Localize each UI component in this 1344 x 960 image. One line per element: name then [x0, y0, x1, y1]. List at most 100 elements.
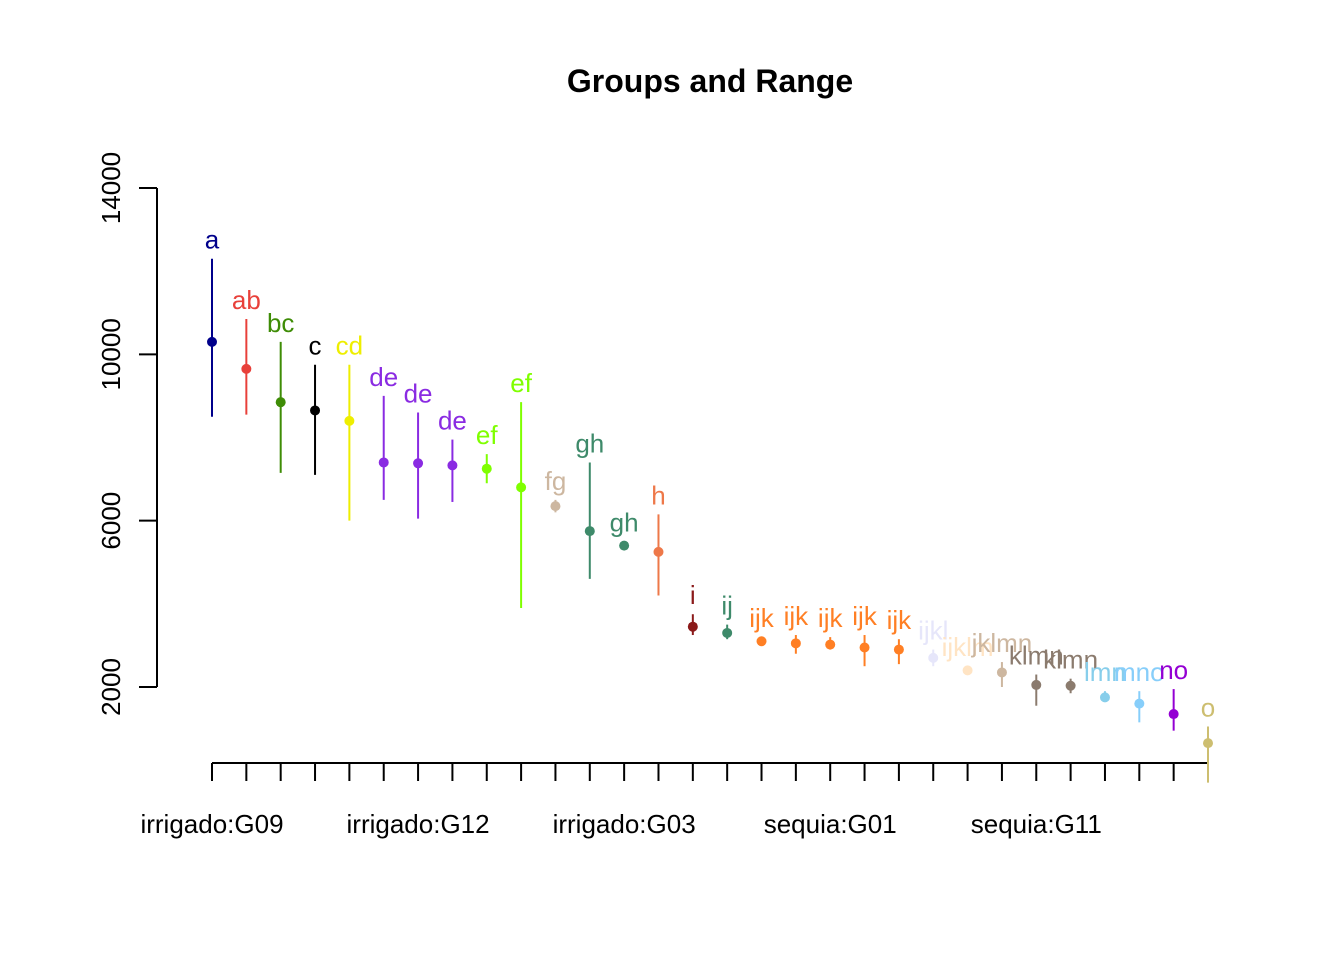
data-point-group: de: [369, 362, 398, 500]
mean-point: [413, 458, 424, 469]
group-letter-label: de: [369, 362, 398, 392]
mean-point: [996, 667, 1007, 678]
y-tick-label: 6000: [96, 492, 126, 550]
mean-point: [1031, 679, 1042, 690]
mean-point: [687, 621, 698, 632]
data-point-group: ijk: [887, 605, 913, 665]
data-point-group: jklmn: [971, 628, 1033, 687]
group-letter-label: no: [1159, 655, 1188, 685]
y-axis: 2000 6000 10000 14000: [96, 152, 158, 716]
mean-point: [756, 636, 767, 647]
data-point-group: c: [309, 331, 322, 475]
mean-point: [893, 644, 904, 655]
group-letter-label: a: [205, 225, 220, 255]
mean-point: [1065, 680, 1076, 691]
data-point-group: o: [1201, 693, 1215, 783]
mean-point: [1203, 738, 1213, 749]
data-point-group: ab: [232, 285, 261, 415]
mean-point: [516, 482, 527, 493]
x-ticks: irrigado:G09 irrigado:G12 irrigado:G03 sequ…: [140, 763, 1209, 839]
mean-point: [790, 638, 801, 649]
data-point-group: de: [438, 406, 467, 502]
data-point-group: ef: [510, 368, 533, 608]
data-point-group: klmn: [1009, 641, 1064, 706]
mean-point: [1134, 698, 1145, 709]
group-letter-label: ijk: [749, 603, 775, 633]
group-letter-label: ij: [721, 591, 733, 621]
group-letter-label: mno: [1114, 657, 1165, 687]
group-letter-label: i: [690, 580, 696, 610]
mean-point: [653, 546, 664, 557]
group-letter-label: jklmn: [971, 628, 1033, 658]
mean-point: [207, 336, 217, 347]
data-point-group: ij: [721, 591, 733, 640]
data-point-group: fg: [545, 466, 567, 513]
data-point-group: ijklm: [942, 632, 994, 676]
data-point-group: cd: [336, 331, 363, 521]
mean-point: [928, 652, 939, 663]
mean-point: [962, 665, 973, 676]
group-letter-label: h: [651, 480, 665, 510]
data-point-group: gh: [575, 428, 604, 579]
mean-point: [550, 501, 561, 512]
x-tick-label: irrigado:G12: [347, 809, 490, 839]
data-point-group: ef: [476, 420, 498, 484]
data-point-group: h: [651, 480, 666, 596]
mean-point: [344, 415, 355, 426]
group-letter-label: bc: [267, 308, 294, 338]
group-letter-label: ijk: [784, 601, 810, 631]
data-point-group: lmn: [1084, 657, 1126, 703]
group-letter-label: ijk: [818, 603, 844, 633]
group-letter-label: c: [309, 331, 322, 361]
group-letter-label: ijkl: [918, 616, 948, 646]
x-tick-label: irrigado:G09: [140, 809, 283, 839]
data-point-group: ijk: [784, 601, 810, 654]
data-point-group: ijk: [749, 603, 775, 647]
data-point-group: ijk: [852, 601, 878, 667]
mean-point: [275, 397, 286, 408]
x-tick-label: irrigado:G03: [553, 809, 696, 839]
group-letter-label: ijk: [887, 605, 913, 635]
x-tick-label: sequia:G11: [971, 809, 1102, 839]
group-letter-label: klmn: [1043, 645, 1098, 675]
mean-point: [825, 639, 836, 650]
data-point-group: klmn: [1043, 645, 1098, 694]
group-letter-label: de: [438, 406, 467, 436]
y-tick-label: 10000: [96, 318, 126, 390]
group-letter-label: gh: [575, 428, 604, 458]
group-letter-label: klmn: [1009, 641, 1064, 671]
group-letter-label: de: [404, 379, 433, 409]
data-point-group: ijkl: [918, 616, 948, 667]
chart-title: Groups and Range: [567, 63, 853, 99]
y-tick-label: 2000: [96, 658, 126, 716]
data-point-group: mno: [1114, 657, 1165, 723]
mean-point: [619, 540, 630, 551]
y-ticks: 2000 6000 10000 14000: [96, 152, 157, 716]
mean-point: [859, 642, 870, 653]
group-letter-label: ef: [476, 420, 498, 450]
data-point-group: de: [404, 379, 433, 519]
x-axis: irrigado:G09 irrigado:G12 irrigado:G03 sequ…: [140, 762, 1209, 839]
group-letter-label: ijklm: [942, 632, 994, 662]
mean-point: [447, 460, 458, 471]
group-letter-label: ijk: [852, 601, 878, 631]
data-point-group: a: [205, 225, 220, 417]
group-letter-label: gh: [610, 507, 639, 537]
mean-point: [1168, 709, 1179, 720]
mean-point: [241, 363, 252, 374]
mean-point: [722, 627, 733, 638]
group-letter-label: ab: [232, 285, 261, 315]
mean-point: [481, 463, 492, 474]
group-letter-label: lmn: [1084, 657, 1126, 687]
group-letter-label: fg: [545, 466, 567, 496]
data-point-group: bc: [267, 308, 294, 473]
group-letter-label: ef: [510, 368, 532, 398]
mean-point: [378, 457, 389, 468]
group-letter-label: cd: [336, 331, 363, 361]
data-point-group: gh: [610, 507, 639, 551]
y-tick-label: 14000: [96, 152, 126, 224]
mean-point: [310, 405, 321, 416]
mean-point: [584, 526, 595, 537]
